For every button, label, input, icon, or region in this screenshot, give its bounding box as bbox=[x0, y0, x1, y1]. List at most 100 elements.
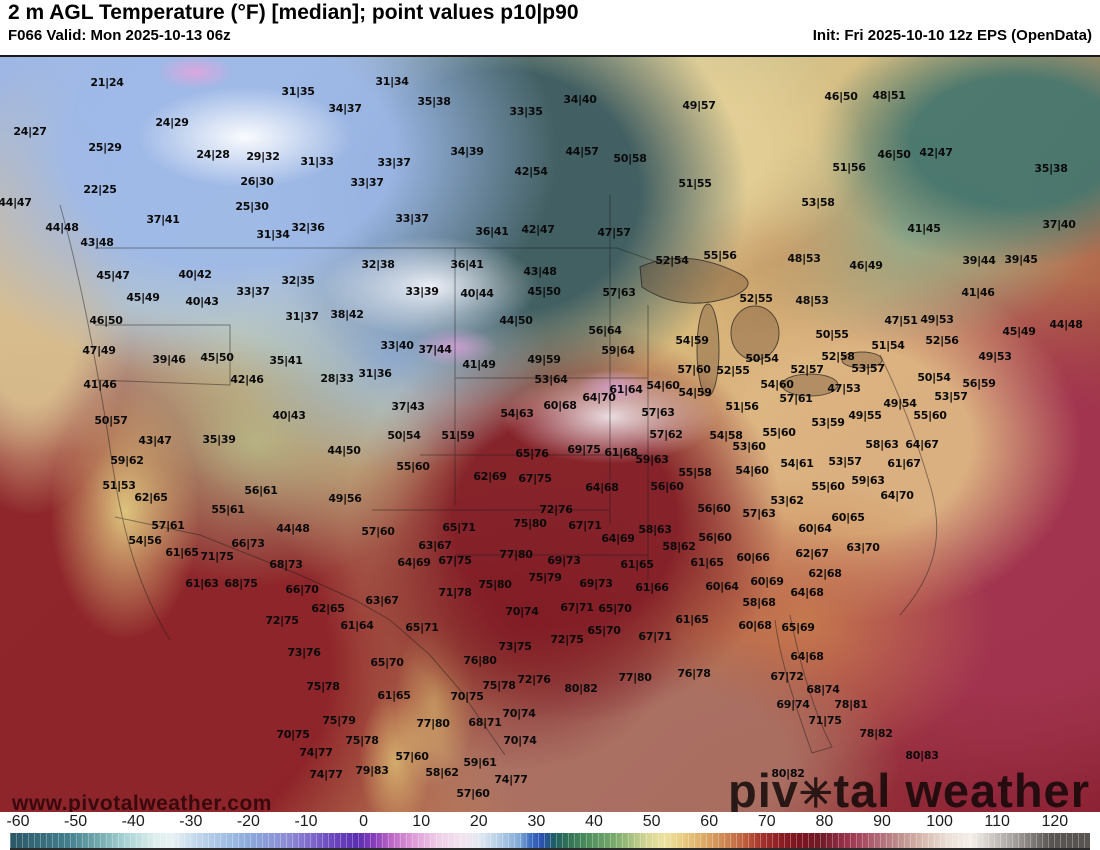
watermark-url-text: www.pivotalweather.com bbox=[12, 792, 272, 815]
point-value: 51|59 bbox=[441, 428, 475, 442]
point-value: 33|39 bbox=[405, 284, 439, 298]
colorbar-tick-label: 0 bbox=[359, 813, 369, 830]
point-value: 63|70 bbox=[846, 540, 880, 554]
colorbar-tick-label: 30 bbox=[527, 813, 546, 830]
point-value: 57|61 bbox=[151, 518, 185, 532]
point-value: 65|71 bbox=[442, 520, 476, 534]
point-value: 52|54 bbox=[655, 253, 689, 267]
point-value: 68|73 bbox=[269, 557, 303, 571]
point-value: 68|74 bbox=[806, 682, 840, 696]
state-borders-overlay bbox=[59, 195, 938, 756]
colorbar-tick-label: 40 bbox=[585, 813, 603, 830]
point-value: 31|37 bbox=[285, 309, 319, 323]
point-value: 31|34 bbox=[256, 227, 290, 241]
point-value: 44|48 bbox=[1049, 317, 1083, 331]
point-value: 60|69 bbox=[750, 574, 784, 588]
point-value: 37|43 bbox=[391, 399, 425, 413]
point-value: 44|57 bbox=[565, 144, 599, 158]
colorbar-tick-label: 50 bbox=[642, 813, 661, 830]
point-value: 67|72 bbox=[770, 669, 804, 683]
point-value: 67|71 bbox=[560, 600, 594, 614]
colorbar-contour-lines bbox=[10, 833, 1090, 848]
point-value: 25|30 bbox=[235, 199, 269, 213]
point-value: 63|67 bbox=[365, 593, 399, 607]
point-value: 33|35 bbox=[509, 104, 543, 118]
point-value: 31|36 bbox=[358, 366, 392, 380]
point-value: 58|62 bbox=[662, 539, 696, 553]
point-value: 51|53 bbox=[102, 478, 136, 492]
point-value: 55|58 bbox=[678, 465, 712, 479]
point-value: 44|48 bbox=[45, 220, 79, 234]
point-value: 65|71 bbox=[405, 620, 439, 634]
point-value: 47|51 bbox=[884, 313, 918, 327]
point-value: 34|39 bbox=[450, 144, 484, 158]
point-value: 64|68 bbox=[790, 649, 824, 663]
point-value: 56|60 bbox=[650, 479, 684, 493]
point-value: 49|54 bbox=[883, 396, 917, 410]
point-value: 75|78 bbox=[306, 679, 340, 693]
colorbar-tick-label: -20 bbox=[236, 813, 260, 830]
point-value: 46|49 bbox=[849, 258, 883, 272]
point-value: 59|63 bbox=[851, 473, 885, 487]
point-value: 24|28 bbox=[196, 147, 230, 161]
point-value: 58|68 bbox=[742, 595, 776, 609]
point-value: 47|53 bbox=[827, 381, 861, 395]
point-value: 62|67 bbox=[795, 546, 829, 560]
point-value: 68|75 bbox=[224, 576, 258, 590]
point-value: 70|74 bbox=[503, 733, 537, 747]
point-value: 49|56 bbox=[328, 491, 362, 505]
point-value: 67|75 bbox=[518, 471, 552, 485]
point-value: 65|70 bbox=[598, 601, 632, 615]
point-value: 33|40 bbox=[380, 338, 414, 352]
point-value: 61|64 bbox=[609, 382, 643, 396]
point-value: 64|69 bbox=[601, 531, 635, 545]
point-value: 34|40 bbox=[563, 92, 597, 106]
point-value: 54|63 bbox=[500, 406, 534, 420]
point-value: 74|77 bbox=[309, 767, 343, 781]
map-canvas bbox=[0, 55, 1100, 814]
point-value: 42|47 bbox=[521, 222, 555, 236]
point-value: 57|61 bbox=[779, 391, 813, 405]
point-value: 40|44 bbox=[460, 286, 494, 300]
point-value: 35|38 bbox=[1034, 161, 1068, 175]
point-value: 60|68 bbox=[543, 398, 577, 412]
point-value: 62|68 bbox=[808, 566, 842, 580]
point-value: 69|73 bbox=[579, 576, 613, 590]
point-value: 60|64 bbox=[798, 521, 832, 535]
point-value: 61|66 bbox=[635, 580, 669, 594]
point-value: 31|33 bbox=[300, 154, 334, 168]
point-value: 58|63 bbox=[865, 437, 899, 451]
point-value: 60|65 bbox=[831, 510, 865, 524]
point-value: 40|43 bbox=[272, 408, 306, 422]
point-value: 56|60 bbox=[698, 530, 732, 544]
watermark-brand: piv✳tal weather bbox=[728, 763, 1090, 818]
point-value: 58|63 bbox=[638, 522, 672, 536]
point-value: 40|43 bbox=[185, 294, 219, 308]
point-value: 57|60 bbox=[677, 362, 711, 376]
point-value: 61|65 bbox=[675, 612, 709, 626]
colorbar-tick-label: -40 bbox=[121, 813, 145, 830]
brand-text-pre: piv bbox=[728, 764, 799, 817]
watermark-url: www.pivotalweather.com bbox=[12, 792, 272, 816]
point-value: 75|79 bbox=[528, 570, 562, 584]
colorbar-tick-label: 90 bbox=[873, 813, 891, 830]
point-value: 70|75 bbox=[276, 727, 310, 741]
point-value: 45|47 bbox=[96, 268, 130, 282]
point-value: 57|63 bbox=[641, 405, 675, 419]
point-value: 64|70 bbox=[582, 390, 616, 404]
point-value: 26|30 bbox=[240, 174, 274, 188]
point-value: 65|69 bbox=[781, 620, 815, 634]
point-value: 60|64 bbox=[705, 579, 739, 593]
point-value: 41|46 bbox=[961, 285, 995, 299]
point-value: 31|34 bbox=[375, 74, 409, 88]
point-value: 53|57 bbox=[851, 361, 885, 375]
point-value: 71|75 bbox=[200, 549, 234, 563]
point-value: 33|37 bbox=[377, 155, 411, 169]
colorbar-tick-label: 110 bbox=[984, 813, 1010, 830]
point-value: 55|60 bbox=[811, 479, 845, 493]
point-value: 50|54 bbox=[387, 428, 421, 442]
point-value: 28|33 bbox=[320, 371, 354, 385]
point-value: 45|49 bbox=[126, 290, 160, 304]
point-value: 61|65 bbox=[690, 555, 724, 569]
